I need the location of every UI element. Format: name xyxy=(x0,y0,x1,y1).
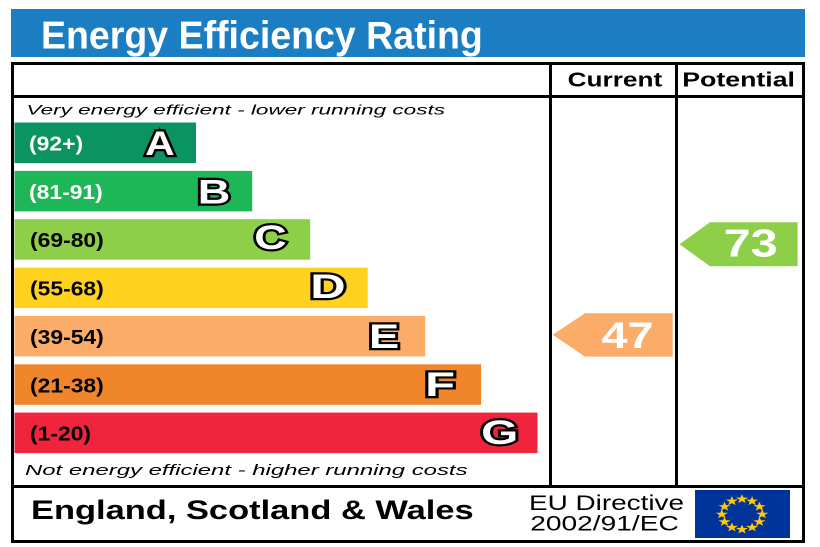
svg-text:F: F xyxy=(425,366,455,404)
svg-text:Not energy efficient - higher: Not energy efficient - higher running co… xyxy=(25,462,468,479)
svg-text:A: A xyxy=(145,124,175,162)
svg-text:England, Scotland & Wales: England, Scotland & Wales xyxy=(31,495,474,526)
svg-text:Potential: Potential xyxy=(682,69,795,91)
svg-text:(39-54): (39-54) xyxy=(30,326,104,348)
svg-text:Energy Efficiency Rating: Energy Efficiency Rating xyxy=(41,14,483,58)
svg-text:47: 47 xyxy=(601,315,653,356)
svg-text:2002/91/EC: 2002/91/EC xyxy=(530,513,679,536)
svg-text:(81-91): (81-91) xyxy=(29,181,103,203)
svg-text:D: D xyxy=(310,267,345,305)
svg-text:C: C xyxy=(254,219,286,257)
svg-text:E: E xyxy=(369,318,399,355)
svg-text:Very energy efficient - lower: Very energy efficient - lower running co… xyxy=(26,102,445,118)
svg-text:G: G xyxy=(481,413,518,452)
svg-text:(55-68): (55-68) xyxy=(30,278,104,300)
svg-text:Current: Current xyxy=(568,69,663,91)
svg-text:B: B xyxy=(198,173,231,210)
svg-text:(21-38): (21-38) xyxy=(30,375,104,397)
svg-text:(69-80): (69-80) xyxy=(30,230,104,252)
svg-text:(92+): (92+) xyxy=(29,133,83,155)
svg-text:EU Directive: EU Directive xyxy=(529,492,684,515)
svg-text:(1-20): (1-20) xyxy=(30,423,91,445)
svg-text:73: 73 xyxy=(724,222,778,265)
